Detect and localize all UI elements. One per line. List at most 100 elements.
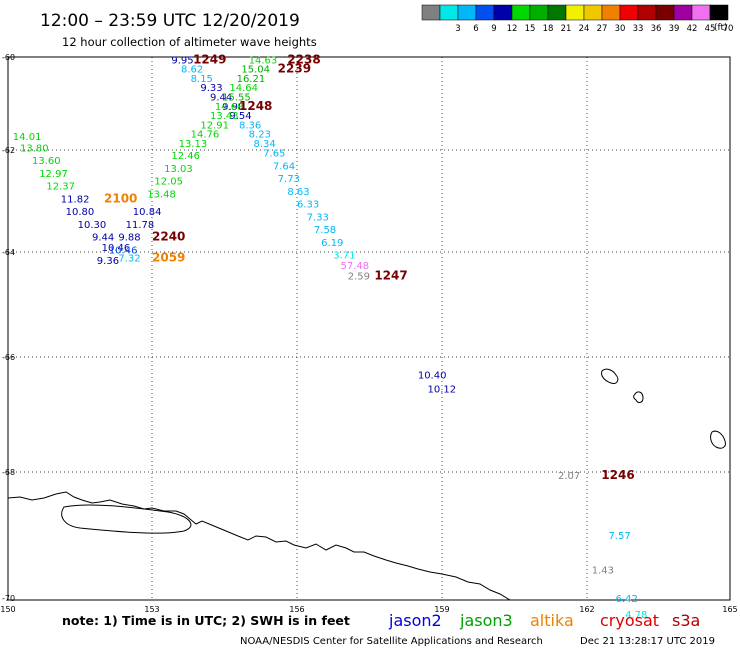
legend-tick-label: 6: [473, 24, 478, 34]
satellite-legend: jason2 jason3 altika cryosat s3a: [388, 611, 700, 630]
legend-swatch: [655, 4, 675, 21]
wave-height-value: 10.84: [133, 207, 162, 218]
legend-swatch: [583, 4, 603, 21]
lat-tick-label: -60: [2, 53, 15, 62]
legend-tick-label: 70: [723, 24, 734, 34]
wave-height-value: 7.33: [307, 212, 329, 223]
wave-height-value: 8.63: [287, 187, 309, 198]
legend-tick-label: 15: [525, 24, 536, 34]
pass-time-label: 2240: [152, 230, 185, 244]
wave-height-value: 14.68: [215, 102, 244, 113]
wave-height-value: 7.32: [118, 253, 140, 264]
wave-height-value: 9.90: [222, 102, 244, 113]
footer-credit: NOAA/NESDIS Center for Satellite Applica…: [240, 636, 543, 647]
map-subtitle: 12 hour collection of altimeter wave hei…: [62, 35, 317, 49]
glacier-tongue: [61, 504, 192, 534]
wave-height-value: 9.95: [171, 55, 193, 66]
island-south: [710, 430, 726, 449]
lon-tick-label: 156: [289, 605, 304, 614]
legend-swatch: [547, 4, 567, 21]
wave-height-value: 13.43: [210, 111, 239, 122]
wave-height-value: 14.64: [229, 83, 258, 94]
pass-time-label: 1246: [601, 468, 634, 482]
lon-tick-label: 165: [722, 605, 737, 614]
wave-height-value: 9.54: [229, 111, 251, 122]
wave-height-value: 9.44: [92, 233, 114, 244]
legend-tick-label: 36: [651, 24, 662, 34]
legend-swatch: [673, 4, 693, 21]
legend-tick-label: 30: [615, 24, 626, 34]
wave-height-value: 7.64: [273, 161, 295, 172]
wave-height-value: 11.82: [61, 194, 90, 205]
legend-swatch: [457, 4, 477, 21]
satellite-legend-item: altika: [530, 611, 574, 630]
wave-height-value: 57.48: [341, 261, 370, 272]
wave-height-value: 7.73: [278, 174, 300, 185]
wave-height-value: 6.19: [321, 238, 343, 249]
legend-swatch: [475, 4, 495, 21]
lon-tick-label: 162: [579, 605, 594, 614]
wave-height-value: 4.78: [625, 610, 647, 621]
legend-swatch: [565, 4, 585, 21]
lat-tick-label: -62: [2, 146, 15, 155]
wave-height-value: 7.57: [608, 531, 630, 542]
legend-swatch: [637, 4, 657, 21]
wave-height-value: 10.30: [78, 220, 107, 231]
wave-height-value: 9.33: [200, 83, 222, 94]
wave-height-value: 10.80: [66, 207, 95, 218]
island-middle: [633, 391, 644, 403]
pass-time-label: 2238: [287, 52, 320, 66]
wave-height-value: 6.42: [616, 594, 638, 605]
legend-tick-label: 21: [561, 24, 572, 34]
lat-tick-label: -66: [2, 353, 15, 362]
wave-height-value: 8.62: [181, 65, 203, 76]
wave-height-value: 10.46: [109, 245, 138, 256]
legend-swatch: [601, 4, 621, 21]
satellite-legend-item: jason2: [388, 611, 442, 630]
satellite-legend-item: cryosat: [600, 611, 659, 630]
pass-time-label: 1248: [239, 99, 272, 113]
wave-height-value: 12.05: [154, 177, 183, 188]
satellite-legend-item: jason3: [459, 611, 513, 630]
wave-height-value: 10.40: [418, 370, 447, 381]
wave-height-value: 9.44: [210, 93, 232, 104]
wave-height-value: 8.36: [239, 120, 261, 131]
wave-height-value: 13.03: [164, 164, 193, 175]
wave-height-value: 8.23: [249, 130, 271, 141]
pass-time-label: 1247: [374, 269, 407, 283]
wave-height-observations: 9.958.628.159.339.449.909.548.368.238.34…: [13, 55, 648, 620]
wave-height-value: 8.34: [254, 139, 276, 150]
pass-time-label: 2059: [152, 250, 185, 264]
lat-tick-label: -70: [2, 594, 15, 603]
footer-timestamp: Dec 21 13:28:17 UTC 2019: [580, 636, 715, 647]
map-title: 12:00 – 23:59 UTC 12/20/2019: [40, 11, 300, 31]
color-scale-legend: 3 6 9 12 15 18 21 24 27 30 33 36 39 42 45 70: [421, 4, 734, 34]
wave-height-value: 13.80: [20, 144, 49, 155]
wave-height-value: 14.76: [191, 130, 220, 141]
wave-height-value: 9.88: [118, 233, 140, 244]
wave-height-value: 12.46: [171, 151, 200, 162]
coastline: [7, 368, 726, 601]
wave-height-value: 9.36: [97, 256, 119, 267]
legend-tick-label: 3: [455, 24, 460, 34]
wave-height-value: 12.37: [46, 182, 75, 193]
legend-unit: (ft): [714, 23, 728, 33]
legend-tick-label: 24: [579, 24, 590, 34]
pass-time-label: 1249: [193, 52, 226, 66]
wave-height-value: 16.21: [237, 74, 266, 85]
island-north: [601, 368, 619, 384]
wave-height-value: 10.46: [102, 243, 131, 254]
antarctic-coastline: [7, 491, 511, 601]
graticule: [8, 57, 730, 600]
legend-swatch: [493, 4, 513, 21]
wave-height-value: 12.97: [39, 169, 68, 180]
lat-tick-label: -64: [2, 248, 15, 257]
wave-height-value: 14.63: [249, 55, 278, 66]
legend-tick-label: 12: [507, 24, 518, 34]
map-frame: [7, 56, 731, 601]
wave-height-value: 15.55: [222, 93, 251, 104]
legend-tick-label: 45: [705, 24, 716, 34]
wave-height-value: 11.78: [126, 220, 155, 231]
